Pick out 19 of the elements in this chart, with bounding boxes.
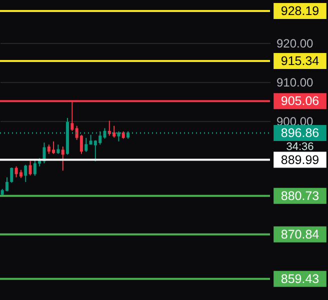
ref-line-label: 896.86 [280,126,320,140]
candlestick [112,125,116,138]
ref-line-label: 870.84 [280,227,320,242]
y-tick-label: 920.00 [276,36,314,50]
candlestick [24,164,28,182]
candlestick [61,146,64,172]
candlestick [10,167,14,184]
candlestick [56,144,60,154]
candlestick [84,137,88,152]
candlestick [5,176,8,192]
ref-line-label: 889.99 [280,152,320,167]
ref-line-label: 905.06 [280,94,320,108]
text: 34:36 [286,141,314,154]
ref-line-label: 859.43 [280,272,320,286]
ref-line-label: 880.73 [280,188,320,203]
ref-line-label: 915.34 [280,54,320,68]
y-tick-label: 910.00 [276,75,314,90]
ref-line-label: 928.19 [280,4,320,18]
candlestick [28,160,32,176]
